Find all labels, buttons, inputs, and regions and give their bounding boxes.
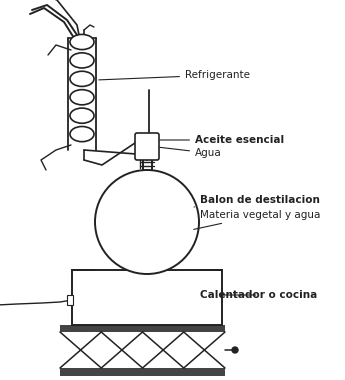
Ellipse shape [70,71,94,86]
FancyBboxPatch shape [135,133,159,160]
Ellipse shape [70,127,94,142]
Text: Refrigerante: Refrigerante [99,70,250,80]
Ellipse shape [70,90,94,105]
Circle shape [95,170,199,274]
Ellipse shape [70,108,94,123]
Bar [67,295,73,305]
Text: Calentador o cocina: Calentador o cocina [200,290,317,300]
Text: Aceite esencial: Aceite esencial [160,135,284,145]
Text: Materia vegetal y agua: Materia vegetal y agua [194,210,321,230]
Text: Balon de destilacion: Balon de destilacion [194,195,320,207]
Ellipse shape [70,53,94,68]
Bar [72,270,222,325]
Circle shape [232,347,238,353]
Bar [60,368,225,376]
Ellipse shape [70,35,94,49]
Bar [60,325,225,332]
Text: Agua: Agua [160,147,222,158]
